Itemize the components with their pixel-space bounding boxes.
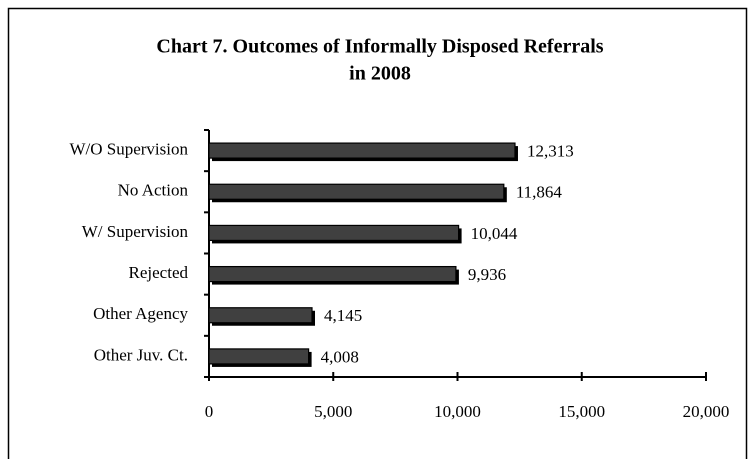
y-tick-label: W/O Supervision [69,139,188,158]
value-label: 11,864 [516,183,563,202]
bar [208,183,505,200]
value-label: 10,044 [471,224,518,243]
x-tick-label: 0 [205,402,214,421]
bar [208,307,313,324]
y-tick-label: Rejected [129,263,189,282]
chart-frame [7,7,748,459]
value-label: 9,936 [468,265,506,284]
chart-title: in 2008 [349,63,411,85]
value-label: 12,313 [527,141,574,160]
x-tick-label: 5,000 [314,402,352,421]
bar [208,142,516,159]
x-tick-label: 10,000 [434,402,481,421]
x-tick-label: 15,000 [558,402,605,421]
y-tick-label: W/ Supervision [82,222,189,241]
bar [208,224,460,242]
x-tick-label: 20,000 [683,402,730,421]
y-tick-label: Other Agency [93,304,188,323]
bar [208,265,457,283]
bar [208,348,310,365]
y-tick-label: No Action [118,181,189,200]
value-label: 4,145 [324,306,362,325]
y-tick-label: Other Juv. Ct. [94,345,188,364]
value-label: 4,008 [321,347,359,366]
chart-title: Chart 7. Outcomes of Informally Disposed… [156,36,603,58]
